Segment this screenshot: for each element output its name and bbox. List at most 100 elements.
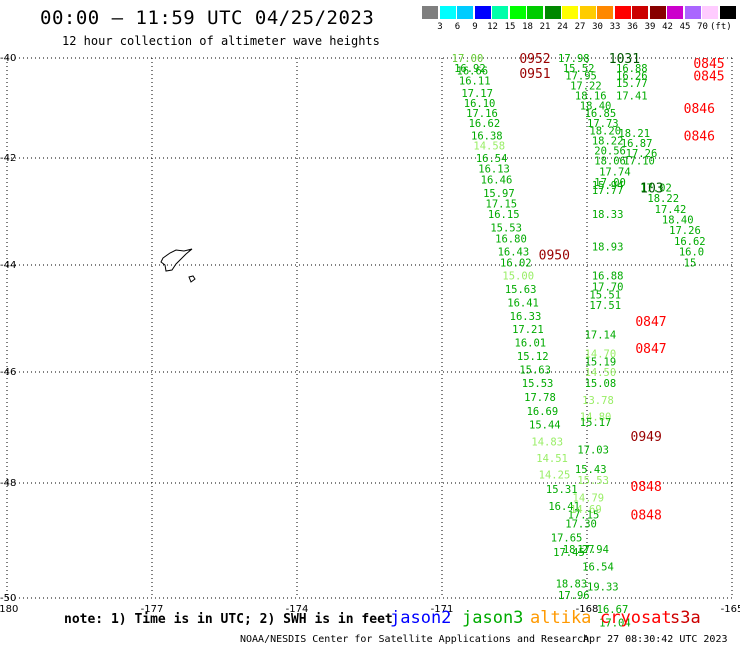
scale-swatch bbox=[474, 6, 491, 19]
lat-tick-label: -40 bbox=[0, 53, 16, 64]
scale-label: 70 bbox=[697, 22, 708, 32]
wave-height-label: 17.42 bbox=[655, 204, 687, 216]
wave-height-label: 17.15 bbox=[568, 510, 600, 522]
wave-height-label: 16.87 bbox=[621, 138, 653, 150]
mission-jason2: jason2 bbox=[390, 608, 452, 628]
wave-height-label: 16.66 bbox=[457, 66, 489, 78]
scale-swatch bbox=[562, 6, 578, 19]
wave-height-label: 17.15 bbox=[486, 198, 518, 210]
wave-height-label: 17.26 bbox=[669, 225, 701, 237]
wave-height-label: 15.53 bbox=[490, 223, 522, 235]
wave-height-label: 16.38 bbox=[471, 131, 503, 143]
mission-cryosat: cryosat bbox=[600, 608, 672, 628]
wave-height-label: 16.15 bbox=[488, 209, 520, 221]
wave-height-label: 16.54 bbox=[476, 153, 508, 165]
wave-height-label: 18.20 bbox=[589, 126, 621, 138]
scale-label: 42 bbox=[662, 22, 673, 32]
wave-height-label: 15.63 bbox=[519, 364, 551, 376]
scale-swatch bbox=[649, 6, 666, 19]
wave-height-label: 15.77 bbox=[616, 78, 648, 90]
wave-height-label: 15.19 bbox=[585, 356, 617, 368]
pass-time-label: 1031 bbox=[609, 52, 640, 67]
wave-height-label: 17.04 bbox=[599, 617, 631, 629]
wave-height-label: 16.02 bbox=[500, 257, 532, 269]
wave-height-label: 17.45 bbox=[553, 547, 585, 559]
wave-height-label: 16.0 bbox=[679, 247, 704, 259]
scale-swatch bbox=[457, 6, 473, 19]
wave-height-label: 20.56 bbox=[594, 146, 626, 158]
scale-label: 36 bbox=[627, 22, 638, 32]
wave-height-label: 15.44 bbox=[529, 420, 561, 432]
mission-s3a: s3a bbox=[670, 608, 701, 628]
mission-altika: altika bbox=[530, 608, 592, 628]
wave-height-label: 17.95 bbox=[565, 71, 597, 83]
lat-tick-label: -48 bbox=[0, 478, 16, 489]
lon-tick-label: -180 bbox=[0, 604, 18, 615]
wave-height-label: 15.53 bbox=[577, 475, 609, 487]
wave-height-label: 15 bbox=[684, 257, 697, 269]
scale-label: 21 bbox=[539, 22, 551, 32]
credit-text: NOAA/NESDIS Center for Satellite Applica… bbox=[240, 634, 590, 645]
wave-height-label: 18.21 bbox=[618, 128, 650, 140]
wave-height-label: 15.17 bbox=[580, 417, 612, 429]
wave-height-label: 18.93 bbox=[592, 241, 624, 253]
wave-height-label: 16.92 bbox=[454, 63, 486, 75]
lat-tick-label: -42 bbox=[0, 153, 16, 164]
wave-height-label: 17.96 bbox=[558, 590, 590, 602]
wave-height-label: 17.98 bbox=[558, 53, 590, 65]
wave-height-label: 16.26 bbox=[616, 71, 648, 83]
wave-height-label: 16.11 bbox=[459, 76, 491, 88]
scale-swatch bbox=[422, 6, 438, 19]
wave-height-label: 17.22 bbox=[570, 81, 602, 93]
wave-height-label: 14.83 bbox=[531, 436, 563, 448]
wave-height-label: 14.70 bbox=[585, 348, 617, 360]
page-title: 00:00 – 11:59 UTC 04/25/2023 bbox=[40, 7, 375, 29]
scale-swatch bbox=[492, 6, 508, 19]
mission-jason3: jason3 bbox=[462, 608, 524, 628]
wave-height-label: 19.33 bbox=[587, 582, 619, 594]
pass-time-label: 0952 bbox=[519, 52, 550, 67]
scale-label: 6 bbox=[454, 22, 461, 32]
wave-height-label: 16.62 bbox=[469, 118, 501, 130]
pass-time-label: 0847 bbox=[635, 315, 666, 330]
pass-time-label: 0951 bbox=[519, 67, 550, 82]
wave-height-label: 17.03 bbox=[577, 445, 609, 457]
wave-height-label: 15.00 bbox=[502, 271, 534, 283]
lat-tick-label: -46 bbox=[0, 367, 16, 378]
scale-label: 24 bbox=[557, 22, 568, 32]
lat-tick-label: -50 bbox=[0, 593, 16, 604]
wave-height-label: 17.78 bbox=[524, 392, 556, 404]
wave-height-label: 16.01 bbox=[515, 338, 547, 350]
wave-height-label: 14.25 bbox=[539, 470, 571, 482]
wave-height-label: 13.78 bbox=[582, 395, 614, 407]
scale-swatch bbox=[509, 6, 526, 19]
pass-time-label: 0950 bbox=[539, 248, 570, 263]
wave-height-label: 17.77 bbox=[592, 185, 624, 197]
scale-swatch bbox=[439, 6, 456, 19]
wave-height-label: 17.30 bbox=[565, 518, 597, 530]
wave-height-label: 16.67 bbox=[597, 604, 629, 616]
lon-tick-label: -168 bbox=[576, 604, 599, 615]
scale-swatch bbox=[614, 6, 631, 19]
wave-height-label: 17.21 bbox=[512, 324, 544, 336]
wave-height-label: 17.14 bbox=[585, 330, 617, 342]
wave-height-label: 17.17 bbox=[461, 88, 493, 100]
wave-height-label: 14.51 bbox=[536, 453, 568, 465]
wave-height-label: 17.94 bbox=[577, 544, 609, 556]
wave-height-label: 17.16 bbox=[466, 108, 498, 120]
scale-label: 33 bbox=[609, 22, 621, 32]
pass-time-label: 0848 bbox=[631, 509, 662, 524]
scale-label: 27 bbox=[574, 22, 586, 32]
wave-height-label: 16.88 bbox=[616, 63, 648, 75]
wave-height-label: 15.08 bbox=[585, 378, 617, 390]
wave-height-label: 16.41 bbox=[507, 297, 539, 309]
wave-height-label: 18.40 bbox=[580, 101, 612, 113]
wave-height-label: 15.12 bbox=[517, 351, 549, 363]
wave-height-label: 18.40 bbox=[662, 215, 694, 227]
wave-height-label: 16.80 bbox=[495, 233, 527, 245]
wave-height-label: 15.52 bbox=[563, 63, 595, 75]
wave-height-label: 14.69 bbox=[570, 504, 602, 516]
wave-height-label: 17.73 bbox=[587, 118, 619, 130]
wave-height-label: 16.69 bbox=[527, 406, 559, 418]
